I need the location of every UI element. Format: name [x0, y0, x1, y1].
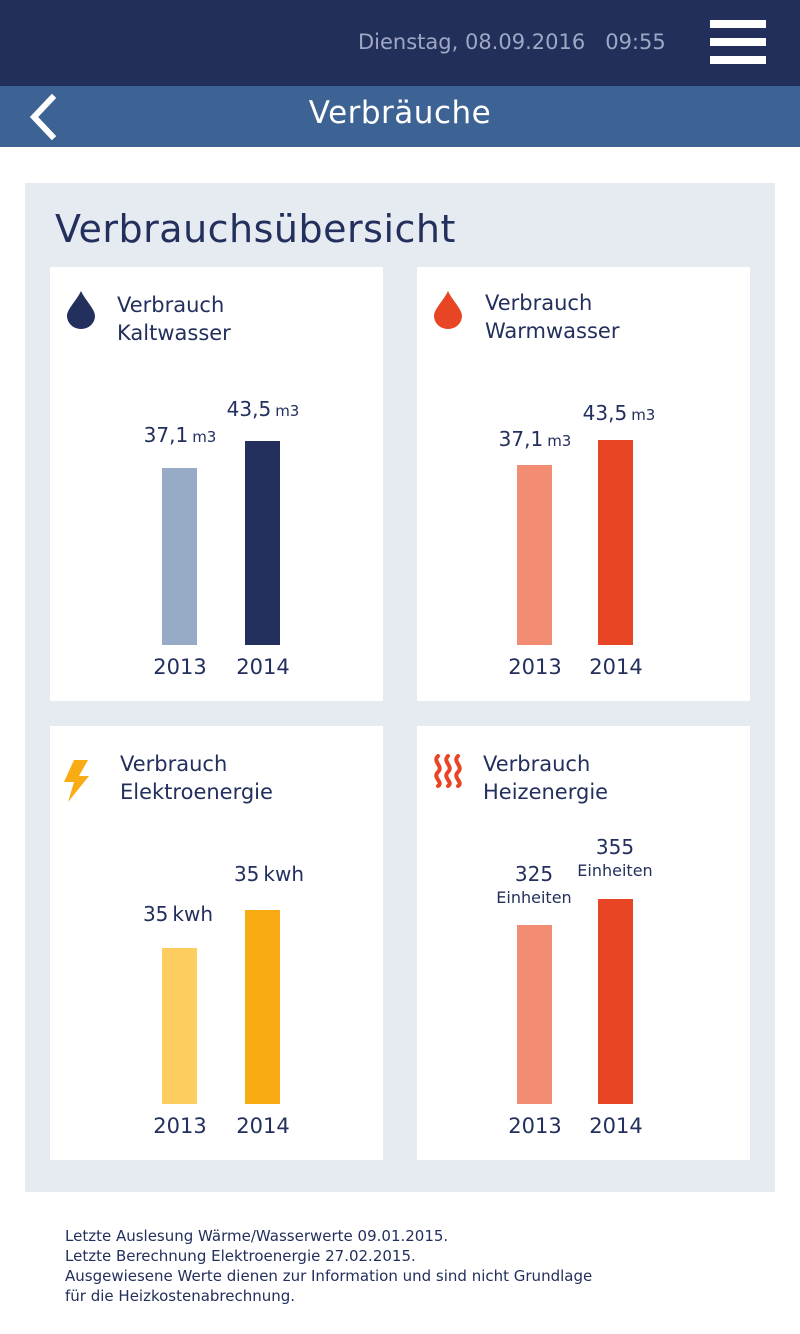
bar-2014 — [598, 899, 633, 1104]
back-button[interactable] — [22, 92, 72, 142]
overview-heading: Verbrauchsübersicht — [55, 207, 456, 251]
date-text: Dienstag, 08.09.2016 — [358, 30, 586, 54]
card-kaltwasser[interactable]: Verbrauch Kaltwasser 37,1 m3 43,5 m3 2013 … — [50, 267, 383, 701]
year-label-2013: 2013 — [508, 1114, 562, 1138]
bar-2013 — [162, 948, 197, 1104]
year-label-2014: 2014 — [589, 655, 643, 679]
bar-value-label-2013: 37,1 m3 — [498, 427, 572, 451]
time-text: 09:55 — [605, 30, 666, 54]
chevron-left-icon — [29, 93, 57, 141]
card-warmwasser[interactable]: Verbrauch Warmwasser 37,1 m3 43,5 m3 2013 … — [417, 267, 750, 701]
page-title: Verbräuche — [308, 95, 492, 131]
year-label-2013: 2013 — [153, 1114, 207, 1138]
bar-value-label-2014: 43,5 m3 — [226, 397, 300, 421]
title-bar: Verbräuche — [0, 86, 800, 147]
heat-waves-icon — [434, 754, 462, 788]
bar-value-label-2014: 355 Einheiten — [577, 835, 653, 880]
year-label-2014: 2014 — [236, 655, 290, 679]
consumption-overview-panel: Verbrauchsübersicht Verbrauch Kaltwasser… — [25, 183, 775, 1192]
bar-value-label-2013: 37,1 m3 — [143, 423, 217, 447]
bar-2014 — [245, 441, 280, 645]
bar-value-label-2013: 325 Einheiten — [496, 862, 572, 907]
card-label: Verbrauch Warmwasser — [485, 291, 620, 343]
bar-value-label-2014: 35 kwh — [233, 862, 305, 886]
card-label: Verbrauch Elektroenergie — [120, 752, 273, 804]
card-label: Verbrauch Kaltwasser — [117, 293, 231, 345]
bar-value-label-2013: 35 kwh — [142, 902, 214, 926]
water-drop-icon — [67, 291, 95, 329]
bar-2013 — [517, 465, 552, 645]
bar-2013 — [162, 468, 197, 645]
date-time-display: Dienstag, 08.09.2016 09:55 — [358, 30, 666, 54]
year-label-2014: 2014 — [589, 1114, 643, 1138]
lightning-bolt-icon — [64, 760, 89, 802]
footer-notes: Letzte Auslesung Wärme/Wasserwerte 09.01… — [65, 1227, 593, 1305]
card-heizenergie[interactable]: Verbrauch Heizenergie 325 Einheiten 355 Ei… — [417, 726, 750, 1160]
water-drop-icon — [434, 291, 462, 329]
bar-2014 — [598, 440, 633, 645]
bar-2013 — [517, 925, 552, 1104]
top-status-bar: Dienstag, 08.09.2016 09:55 — [0, 0, 800, 86]
card-elektroenergie[interactable]: Verbrauch Elektroenergie 35 kwh 35 kwh 201… — [50, 726, 383, 1160]
year-label-2014: 2014 — [236, 1114, 290, 1138]
bar-value-label-2014: 43,5 m3 — [582, 401, 656, 425]
hamburger-menu-icon[interactable] — [710, 20, 766, 64]
card-label: Verbrauch Heizenergie — [483, 752, 609, 804]
year-label-2013: 2013 — [508, 655, 562, 679]
bar-2014 — [245, 910, 280, 1104]
year-label-2013: 2013 — [153, 655, 207, 679]
